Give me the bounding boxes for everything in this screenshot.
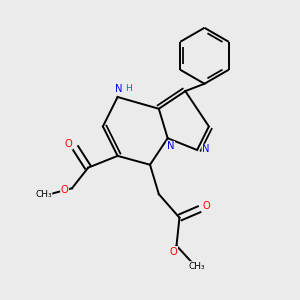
Text: N: N [202,144,210,154]
Text: N: N [115,84,123,94]
Text: O: O [64,139,72,149]
Text: CH₃: CH₃ [189,262,206,271]
Text: O: O [61,185,68,195]
Text: N: N [167,142,174,152]
Text: CH₃: CH₃ [35,190,52,199]
Text: H: H [125,84,132,93]
Text: O: O [203,201,210,211]
Text: O: O [170,247,177,256]
